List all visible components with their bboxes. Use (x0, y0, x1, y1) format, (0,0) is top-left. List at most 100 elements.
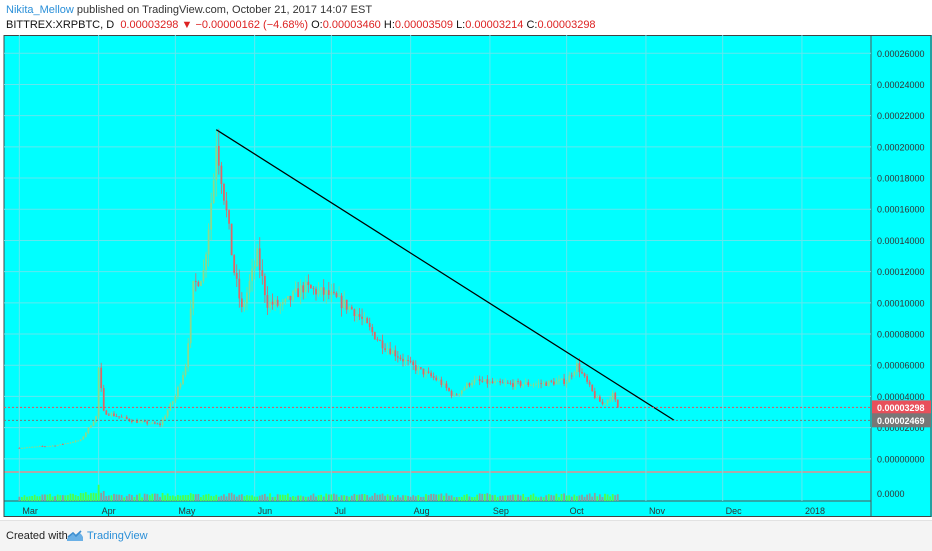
y-tick-label: 0.00024000 (877, 80, 925, 90)
volume-bar (343, 495, 346, 501)
volume-bar (87, 494, 90, 501)
candle-body (177, 387, 179, 397)
volume-bar (128, 494, 131, 501)
candle-body (299, 285, 302, 298)
candle-body (327, 290, 330, 296)
volume-bar (294, 496, 297, 501)
volume-bar (353, 493, 356, 501)
candle-body (212, 180, 215, 204)
candle-body (468, 383, 471, 386)
candle-body (292, 291, 294, 301)
x-tick-label: Apr (102, 506, 116, 516)
volume-bar (207, 493, 210, 501)
x-tick-label: Dec (726, 506, 743, 516)
candle-body (542, 382, 545, 384)
volume-bar (325, 493, 328, 501)
y-tick-label: 0.00010000 (877, 298, 925, 308)
volume-bar (427, 495, 430, 501)
candle-body (573, 372, 576, 376)
volume-bar (171, 495, 174, 501)
x-tick-label: 2018 (805, 506, 825, 516)
volume-bar (304, 496, 307, 501)
candle-body (302, 285, 305, 293)
candle-body (391, 350, 394, 354)
volume-bar (212, 496, 215, 501)
candle-body (192, 280, 195, 309)
candle-body (26, 447, 28, 449)
price-chart-svg[interactable]: 0.00026000 0.00024000 0.00022000 0.00020000… (0, 35, 932, 517)
volume-bar (284, 495, 287, 501)
candle-body (156, 423, 159, 425)
high-label: H: (383, 19, 395, 31)
volume-bar (432, 493, 435, 501)
volume-bar (286, 493, 289, 501)
candle-body (263, 276, 266, 296)
volume-bar (307, 496, 310, 501)
candle-body (315, 288, 317, 295)
volume-bar (399, 497, 402, 501)
candle-body (517, 381, 519, 382)
candle-body (614, 392, 617, 400)
time-axis-background (4, 501, 871, 517)
volume-bar (504, 495, 507, 501)
volume-bar (430, 493, 433, 501)
candle-body (399, 357, 402, 359)
candle-body (28, 446, 31, 448)
candle-body (225, 200, 228, 211)
candle-body (82, 436, 85, 440)
candle-body (335, 292, 338, 297)
candle-body (269, 301, 271, 308)
volume-bar (450, 495, 453, 501)
volume-bar (437, 494, 440, 501)
volume-bar (159, 496, 161, 501)
volume-bar (197, 494, 200, 501)
candle-body (506, 382, 509, 384)
candle-body (21, 448, 23, 449)
volume-bar (501, 495, 504, 501)
candle-body (448, 388, 450, 391)
volume-bar (466, 494, 468, 501)
candle-body (281, 302, 284, 305)
candle-body (36, 446, 39, 448)
volume-bar (414, 496, 417, 501)
volume-bar (532, 493, 535, 501)
candle-body (486, 379, 489, 384)
volume-axis-label: 0.0000 (877, 489, 905, 499)
change-value: −0.00000162 (−4.68%) (195, 19, 308, 31)
volume-bar (389, 495, 392, 501)
candle-body (46, 446, 49, 448)
volume-bar (442, 495, 445, 501)
volume-bar (476, 494, 479, 501)
volume-bar (271, 496, 274, 501)
volume-bar (215, 494, 218, 501)
volume-bar (82, 493, 85, 501)
volume-bar (310, 495, 312, 501)
candle-body (427, 371, 430, 373)
volume-bar (263, 493, 266, 501)
volume-bar (529, 494, 532, 501)
candle-body (304, 281, 307, 293)
volume-bar (578, 495, 581, 501)
volume-bar (381, 493, 384, 501)
candle-body (230, 223, 233, 256)
volume-bar (340, 495, 343, 501)
candle-body (343, 299, 346, 309)
volume-bar (69, 493, 72, 501)
volume-bar (115, 494, 118, 501)
candle-body (555, 381, 558, 385)
chart-area[interactable]: 0.00026000 0.00024000 0.00022000 0.00020000… (0, 35, 932, 517)
y-tick-label: 0.00018000 (877, 174, 925, 184)
volume-bar (499, 495, 502, 501)
trendline (215, 129, 675, 421)
candle-body (407, 359, 409, 361)
candle-body (353, 309, 356, 317)
author-link[interactable]: Nikita_Mellow (6, 4, 74, 16)
publication-line: Nikita_Mellow published on TradingView.c… (6, 4, 372, 16)
candle-body (606, 399, 609, 404)
candle-body (537, 383, 540, 385)
candle-body (333, 291, 335, 293)
volume-bar (409, 496, 412, 501)
volume-bar (97, 484, 100, 501)
volume-bar (102, 491, 105, 501)
tradingview-brand[interactable]: TradingView (87, 530, 148, 542)
